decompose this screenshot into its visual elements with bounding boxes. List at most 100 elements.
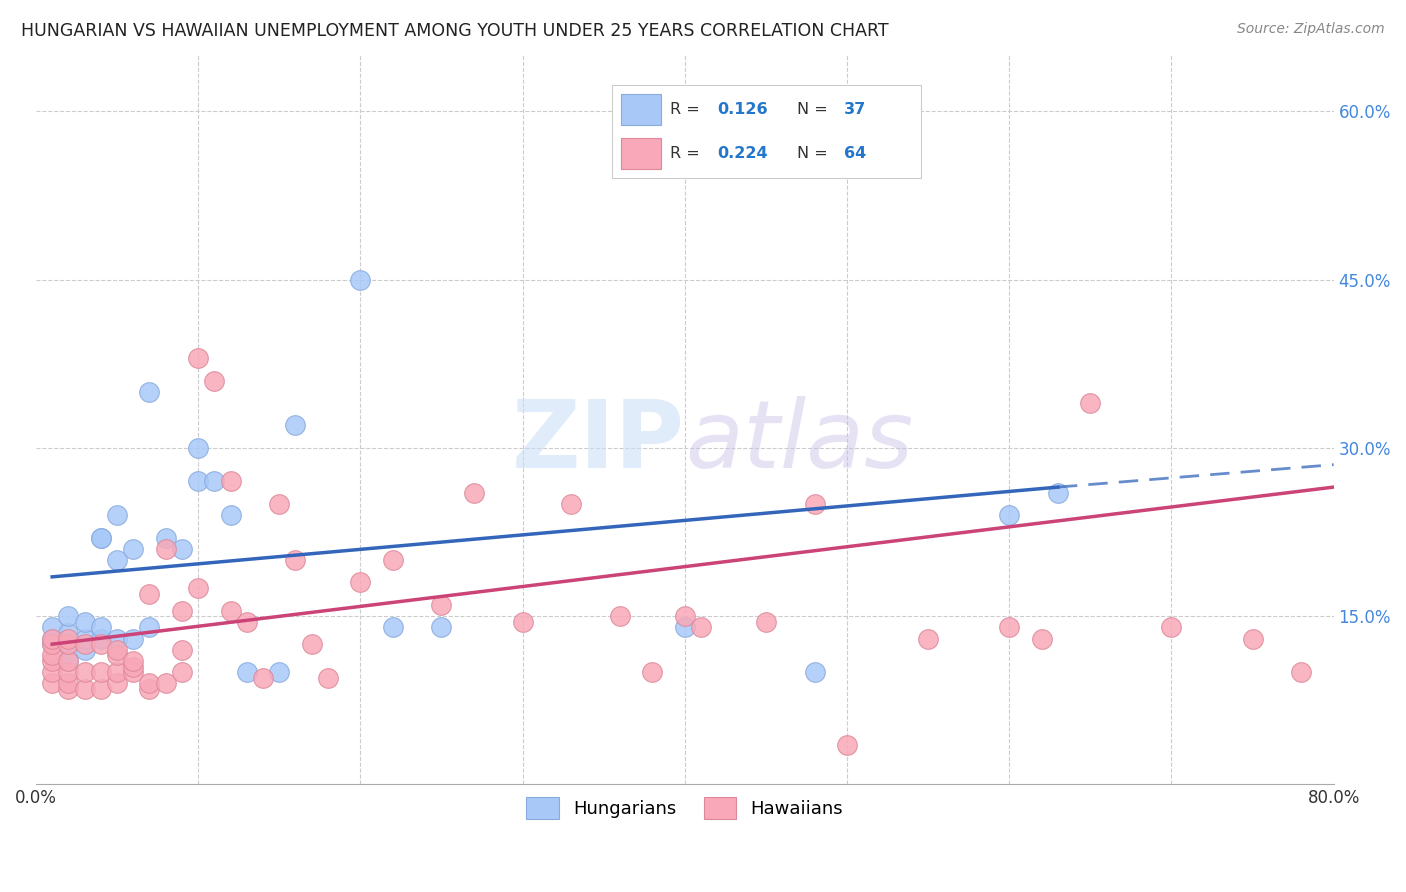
Point bbox=[381, 553, 404, 567]
Point bbox=[1046, 485, 1069, 500]
Point bbox=[301, 637, 323, 651]
Point bbox=[122, 659, 145, 673]
Point bbox=[349, 272, 371, 286]
Point bbox=[917, 632, 939, 646]
Point bbox=[90, 632, 112, 646]
Point bbox=[90, 637, 112, 651]
Text: N =: N = bbox=[797, 145, 834, 161]
Point bbox=[463, 485, 485, 500]
Point bbox=[1160, 620, 1182, 634]
Point bbox=[430, 598, 453, 612]
Point bbox=[219, 603, 242, 617]
Point bbox=[1289, 665, 1312, 680]
Point bbox=[138, 587, 160, 601]
Point bbox=[187, 475, 209, 489]
Point bbox=[105, 632, 128, 646]
Point bbox=[1241, 632, 1264, 646]
Point bbox=[90, 681, 112, 696]
Text: 0.224: 0.224 bbox=[717, 145, 768, 161]
Point bbox=[138, 676, 160, 690]
Point bbox=[105, 553, 128, 567]
Point bbox=[349, 575, 371, 590]
Text: R =: R = bbox=[671, 102, 706, 117]
Point bbox=[90, 620, 112, 634]
Text: 37: 37 bbox=[844, 102, 866, 117]
Text: ZIP: ZIP bbox=[512, 396, 685, 488]
Point bbox=[430, 620, 453, 634]
Point bbox=[41, 665, 63, 680]
Text: R =: R = bbox=[671, 145, 706, 161]
Point bbox=[73, 637, 96, 651]
Point bbox=[58, 665, 80, 680]
Point bbox=[105, 665, 128, 680]
Point bbox=[41, 632, 63, 646]
Point bbox=[269, 665, 291, 680]
Text: HUNGARIAN VS HAWAIIAN UNEMPLOYMENT AMONG YOUTH UNDER 25 YEARS CORRELATION CHART: HUNGARIAN VS HAWAIIAN UNEMPLOYMENT AMONG… bbox=[21, 22, 889, 40]
Point bbox=[284, 418, 307, 433]
Point bbox=[835, 738, 858, 752]
Text: 0.126: 0.126 bbox=[717, 102, 768, 117]
Text: atlas: atlas bbox=[685, 396, 912, 487]
Point bbox=[58, 637, 80, 651]
Point bbox=[155, 531, 177, 545]
Point bbox=[187, 441, 209, 455]
Point bbox=[122, 541, 145, 556]
Text: 64: 64 bbox=[844, 145, 866, 161]
Point bbox=[155, 541, 177, 556]
Point bbox=[105, 642, 128, 657]
Point bbox=[381, 620, 404, 634]
Point bbox=[170, 603, 193, 617]
Point bbox=[560, 497, 582, 511]
Point bbox=[90, 531, 112, 545]
Point bbox=[641, 665, 664, 680]
Point bbox=[609, 609, 631, 624]
Point bbox=[755, 615, 778, 629]
Point bbox=[58, 626, 80, 640]
Point bbox=[58, 609, 80, 624]
Bar bbox=[621, 138, 661, 169]
Point bbox=[58, 654, 80, 668]
Point bbox=[41, 654, 63, 668]
Point bbox=[122, 654, 145, 668]
Point bbox=[73, 615, 96, 629]
Point bbox=[122, 632, 145, 646]
Point bbox=[155, 676, 177, 690]
Point bbox=[170, 642, 193, 657]
Point bbox=[1031, 632, 1053, 646]
Point bbox=[105, 676, 128, 690]
Point bbox=[998, 508, 1021, 523]
Point bbox=[58, 676, 80, 690]
Point bbox=[202, 475, 225, 489]
Point bbox=[512, 615, 534, 629]
Point bbox=[105, 648, 128, 663]
Point bbox=[73, 665, 96, 680]
Point bbox=[187, 581, 209, 595]
Point bbox=[202, 374, 225, 388]
Point bbox=[673, 609, 696, 624]
Point bbox=[170, 665, 193, 680]
Point bbox=[41, 637, 63, 651]
Point bbox=[236, 615, 259, 629]
Point bbox=[138, 620, 160, 634]
Point bbox=[690, 620, 713, 634]
Point bbox=[73, 632, 96, 646]
Point bbox=[187, 351, 209, 365]
Point bbox=[73, 642, 96, 657]
Point bbox=[41, 676, 63, 690]
Text: N =: N = bbox=[797, 102, 834, 117]
Point bbox=[41, 620, 63, 634]
Text: Source: ZipAtlas.com: Source: ZipAtlas.com bbox=[1237, 22, 1385, 37]
Point bbox=[236, 665, 259, 680]
Legend: Hungarians, Hawaiians: Hungarians, Hawaiians bbox=[519, 790, 851, 827]
Point bbox=[73, 681, 96, 696]
Point bbox=[269, 497, 291, 511]
Point bbox=[58, 637, 80, 651]
Bar bbox=[621, 95, 661, 125]
Point bbox=[41, 632, 63, 646]
Point bbox=[803, 665, 825, 680]
Point bbox=[219, 508, 242, 523]
Point bbox=[252, 671, 274, 685]
Point bbox=[41, 648, 63, 663]
Point bbox=[122, 665, 145, 680]
Point bbox=[284, 553, 307, 567]
